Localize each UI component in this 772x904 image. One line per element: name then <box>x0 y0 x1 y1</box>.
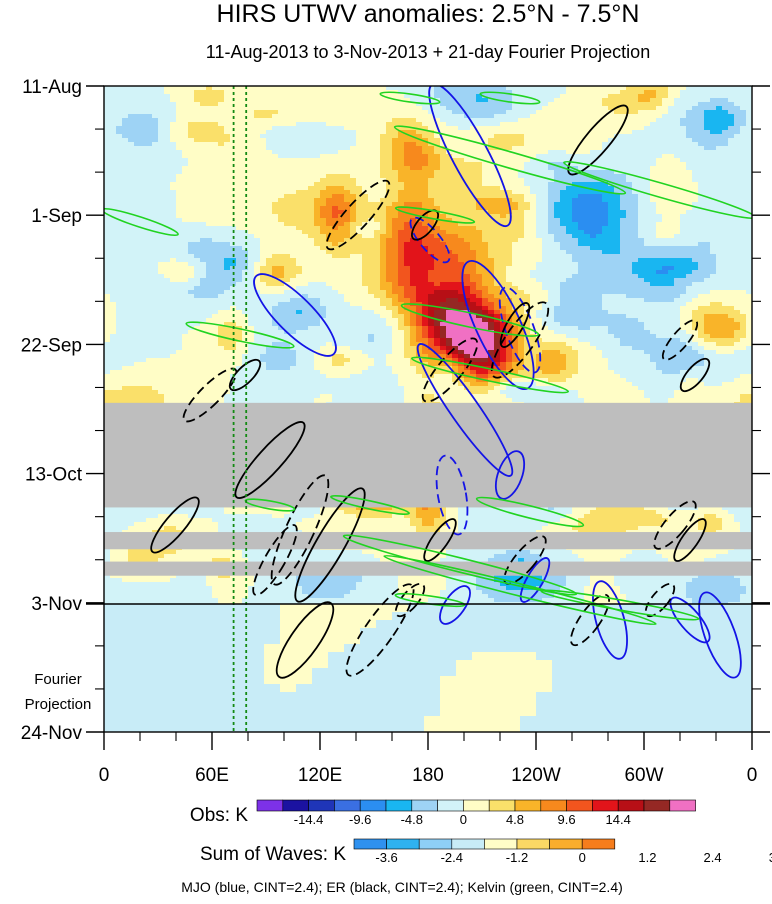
obs-colorbar-tick-3: 0 <box>460 812 467 827</box>
x-tick-label-0: 0 <box>99 765 110 786</box>
obs-colorbar-box-7 <box>438 800 464 811</box>
x-tick-label-6: 0 <box>747 765 758 786</box>
x-tick-label-5: 60W <box>624 765 663 786</box>
waves-colorbar-box-0 <box>354 839 387 849</box>
waves-colorbar-tick-3: 0 <box>579 850 586 865</box>
obs-colorbar-box-16 <box>670 800 696 811</box>
waves-colorbar-box-2 <box>419 839 452 849</box>
waves-colorbar-tick-2: -1.2 <box>506 850 528 865</box>
obs-colorbar-box-13 <box>592 800 618 811</box>
y-tick-label-5: 24-Nov <box>21 723 83 744</box>
projection-anomaly-field <box>104 604 761 733</box>
obs-colorbar-box-6 <box>412 800 438 811</box>
obs-colorbar-box-2 <box>309 800 335 811</box>
waves-colorbar-tick-5: 2.4 <box>704 850 722 865</box>
chart-subtitle: 11-Aug-2013 to 3-Nov-2013 + 21-day Fouri… <box>206 42 650 62</box>
y-tick-label-3: 13-Oct <box>25 465 83 486</box>
waves-colorbar-box-3 <box>452 839 485 849</box>
y-tick-label-2: 22-Sep <box>21 335 82 356</box>
obs-colorbar-tick-1: -9.6 <box>349 812 371 827</box>
obs-colorbar: -14.4 -9.6 -4.8 0 4.8 9.6 14.4 <box>257 800 696 827</box>
obs-colorbar-tick-5: 9.6 <box>558 812 576 827</box>
x-tick-label-3: 180 <box>412 765 444 786</box>
obs-colorbar-label: Obs: K <box>190 805 248 826</box>
obs-colorbar-box-0 <box>257 800 283 811</box>
obs-colorbar-tick-0: -14.4 <box>294 812 324 827</box>
waves-colorbar-box-6 <box>550 839 583 849</box>
obs-colorbar-box-12 <box>567 800 593 811</box>
y-tick-label-0: 11-Aug <box>22 77 82 98</box>
waves-colorbar-box-7 <box>582 839 615 849</box>
obs-colorbar-box-14 <box>618 800 644 811</box>
y-tick-label-1: 1-Sep <box>31 206 82 227</box>
waves-colorbar-box-1 <box>387 839 420 849</box>
missing-band-1 <box>104 403 752 508</box>
obs-colorbar-box-3 <box>334 800 360 811</box>
x-tick-label-1: 60E <box>195 765 229 786</box>
waves-colorbar-tick-1: -2.4 <box>441 850 463 865</box>
contour-legend: MJO (blue, CINT=2.4); ER (black, CINT=2.… <box>181 879 623 895</box>
x-tick-label-2: 120E <box>298 765 342 786</box>
chart-title: HIRS UTWV anomalies: 2.5°N - 7.5°N <box>217 0 640 28</box>
obs-colorbar-box-9 <box>489 800 515 811</box>
obs-colorbar-box-11 <box>541 800 567 811</box>
obs-colorbar-tick-2: -4.8 <box>401 812 423 827</box>
projection-label-line2: Projection <box>25 696 92 713</box>
obs-colorbar-box-4 <box>360 800 386 811</box>
obs-colorbar-box-1 <box>283 800 309 811</box>
waves-colorbar-tick-0: -3.6 <box>375 850 397 865</box>
waves-colorbar-box-5 <box>517 839 550 849</box>
y-tick-label-4: 3-Nov <box>31 594 82 615</box>
waves-colorbar-label: Sum of Waves: K <box>200 844 346 865</box>
x-tick-label-4: 120W <box>511 765 561 786</box>
waves-colorbar: -3.6-2.4-1.201.22.43.6 <box>354 839 772 865</box>
waves-colorbar-box-4 <box>484 839 517 849</box>
obs-colorbar-box-8 <box>463 800 489 811</box>
obs-colorbar-box-5 <box>386 800 412 811</box>
obs-colorbar-box-15 <box>644 800 670 811</box>
waves-colorbar-tick-4: 1.2 <box>638 850 656 865</box>
projection-label-line1: Fourier <box>34 671 82 688</box>
obs-colorbar-box-10 <box>515 800 541 811</box>
obs-colorbar-tick-4: 4.8 <box>506 812 524 827</box>
obs-colorbar-tick-6: 14.4 <box>606 812 631 827</box>
